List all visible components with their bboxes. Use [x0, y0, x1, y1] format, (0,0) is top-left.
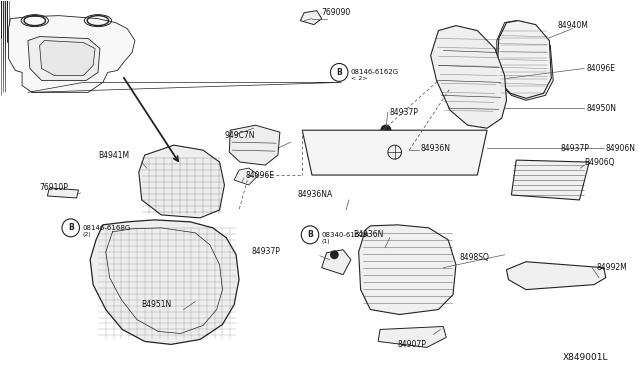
- Polygon shape: [358, 225, 456, 314]
- Text: 84937P: 84937P: [252, 247, 280, 256]
- Polygon shape: [139, 145, 225, 218]
- Polygon shape: [300, 11, 322, 25]
- Text: (1): (1): [322, 239, 330, 244]
- Text: 84096E: 84096E: [586, 64, 615, 73]
- Polygon shape: [511, 160, 589, 200]
- Text: X849001L: X849001L: [563, 353, 609, 362]
- Circle shape: [381, 125, 391, 135]
- Text: B4941M: B4941M: [98, 151, 129, 160]
- Polygon shape: [497, 20, 551, 98]
- Polygon shape: [234, 168, 259, 185]
- Polygon shape: [506, 262, 605, 290]
- Polygon shape: [322, 250, 351, 275]
- Text: 84907P: 84907P: [397, 340, 426, 349]
- Text: 84940M: 84940M: [557, 21, 588, 30]
- Polygon shape: [229, 125, 280, 165]
- Polygon shape: [28, 36, 100, 80]
- Text: 949C7N: 949C7N: [225, 131, 255, 140]
- Circle shape: [330, 250, 339, 259]
- Text: 84992M: 84992M: [596, 263, 627, 272]
- Polygon shape: [302, 130, 487, 175]
- Text: (2): (2): [83, 232, 91, 237]
- Text: B4936N: B4936N: [353, 230, 383, 239]
- Polygon shape: [378, 327, 446, 347]
- Text: 769090: 769090: [322, 8, 351, 17]
- Polygon shape: [8, 16, 135, 92]
- Text: 84950N: 84950N: [586, 104, 616, 113]
- Text: 84096E: 84096E: [246, 170, 275, 180]
- Polygon shape: [497, 20, 553, 100]
- Text: 76910P: 76910P: [40, 183, 68, 192]
- Polygon shape: [47, 188, 79, 198]
- Text: 84936N: 84936N: [421, 144, 451, 153]
- Text: 08146-6162G: 08146-6162G: [351, 70, 399, 76]
- Text: 84937P: 84937P: [560, 144, 589, 153]
- Text: < 2>: < 2>: [351, 76, 367, 81]
- Text: 8498SQ: 8498SQ: [460, 253, 490, 262]
- Polygon shape: [431, 26, 506, 128]
- Text: B4906Q: B4906Q: [584, 158, 615, 167]
- Text: 08146-6168G: 08146-6168G: [83, 225, 131, 231]
- Text: B: B: [68, 223, 74, 232]
- Polygon shape: [90, 220, 239, 344]
- Text: 84936NA: 84936NA: [298, 190, 333, 199]
- Text: B: B: [337, 68, 342, 77]
- Text: 84937P: 84937P: [390, 108, 419, 117]
- Text: 08340-6162A: 08340-6162A: [322, 232, 369, 238]
- Text: B: B: [307, 230, 313, 239]
- Polygon shape: [40, 41, 95, 76]
- Text: B4951N: B4951N: [141, 300, 172, 309]
- Text: 84906N: 84906N: [605, 144, 636, 153]
